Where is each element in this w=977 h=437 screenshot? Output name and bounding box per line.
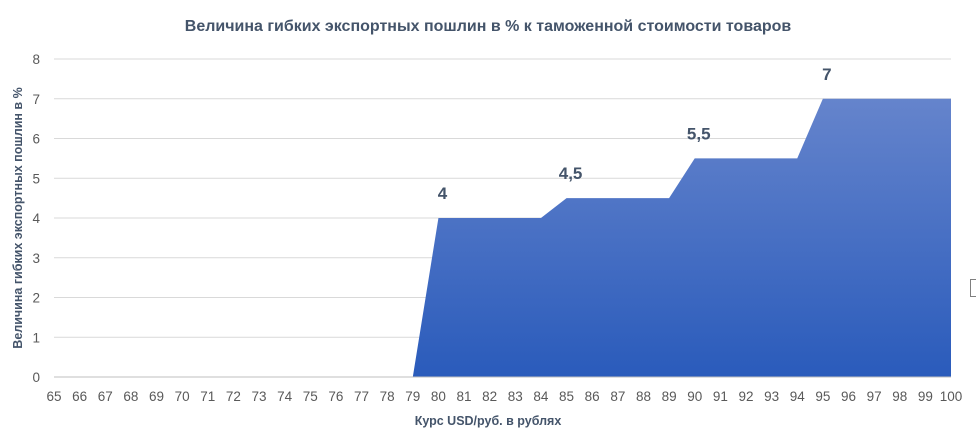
x-axis-ticks: 65 66 67 68 69 70 71 72 73 74 75 76 77 78 79 80 81 82 83 84… xyxy=(46,389,962,404)
x-tick-label: 75 xyxy=(303,389,318,404)
y-axis-ticks: 0 1 2 3 4 5 6 7 8 xyxy=(32,52,40,385)
data-label: 5,5 xyxy=(687,124,711,143)
area-series xyxy=(54,98,951,377)
x-tick-label: 78 xyxy=(380,389,395,404)
chart-resize-handle[interactable] xyxy=(970,279,976,297)
x-tick-label: 100 xyxy=(940,389,963,404)
x-tick-label: 69 xyxy=(149,389,164,404)
y-tick-label: 5 xyxy=(32,171,40,186)
x-tick-label: 98 xyxy=(892,389,907,404)
x-tick-label: 79 xyxy=(405,389,420,404)
y-tick-label: 1 xyxy=(32,330,40,345)
x-tick-label: 67 xyxy=(98,389,113,404)
x-tick-label: 86 xyxy=(585,389,600,404)
x-tick-label: 95 xyxy=(815,389,830,404)
x-tick-label: 73 xyxy=(252,389,267,404)
x-tick-label: 77 xyxy=(354,389,369,404)
y-tick-label: 4 xyxy=(32,211,40,226)
x-tick-label: 71 xyxy=(200,389,215,404)
x-tick-label: 99 xyxy=(918,389,933,404)
x-tick-label: 80 xyxy=(431,389,446,404)
x-tick-label: 83 xyxy=(508,389,523,404)
x-tick-label: 97 xyxy=(867,389,882,404)
x-tick-label: 94 xyxy=(790,389,806,404)
data-label: 4 xyxy=(438,184,448,203)
x-tick-label: 90 xyxy=(687,389,702,404)
x-tick-label: 72 xyxy=(226,389,241,404)
x-tick-label: 65 xyxy=(46,389,61,404)
y-tick-label: 6 xyxy=(32,132,40,147)
x-tick-label: 84 xyxy=(533,389,549,404)
x-tick-label: 93 xyxy=(764,389,779,404)
y-tick-label: 2 xyxy=(32,291,40,306)
y-tick-label: 3 xyxy=(32,251,40,266)
x-tick-label: 76 xyxy=(328,389,343,404)
x-tick-label: 91 xyxy=(713,389,728,404)
data-labels: 4 4,5 5,5 7 xyxy=(438,65,832,203)
y-tick-label: 7 xyxy=(32,92,40,107)
x-tick-label: 74 xyxy=(277,389,293,404)
x-tick-label: 96 xyxy=(841,389,856,404)
x-tick-label: 89 xyxy=(662,389,677,404)
x-tick-label: 85 xyxy=(559,389,574,404)
data-label: 7 xyxy=(822,65,831,84)
x-tick-label: 66 xyxy=(72,389,87,404)
x-tick-label: 68 xyxy=(123,389,138,404)
x-tick-label: 87 xyxy=(610,389,625,404)
y-axis-label: Величина гибких экспортных пошлин в % xyxy=(11,87,25,348)
x-tick-label: 81 xyxy=(457,389,472,404)
data-label: 4,5 xyxy=(559,164,583,183)
x-tick-label: 70 xyxy=(175,389,190,404)
x-axis-label: Курс USD/руб. в рублях xyxy=(415,414,562,428)
x-tick-label: 88 xyxy=(636,389,651,404)
y-tick-label: 8 xyxy=(32,52,40,67)
y-tick-label: 0 xyxy=(32,370,40,385)
x-tick-label: 82 xyxy=(482,389,497,404)
x-tick-label: 92 xyxy=(738,389,753,404)
chart-title: Величина гибких экспортных пошлин в % к … xyxy=(185,18,792,35)
